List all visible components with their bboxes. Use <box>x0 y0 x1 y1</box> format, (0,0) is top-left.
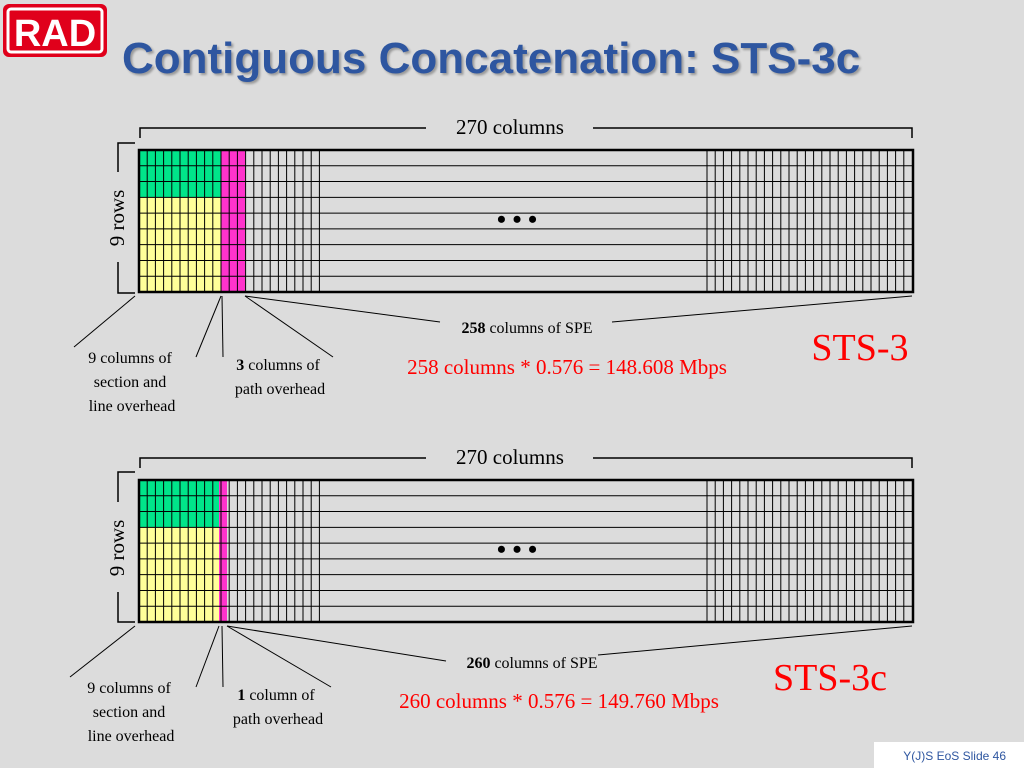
frame-name: STS-3 <box>811 327 908 369</box>
logo-text: RAD <box>14 13 96 55</box>
frame-grid <box>139 480 913 622</box>
rows-label: 9 rows <box>105 520 129 577</box>
path-overhead-label: 3 columns of path overhead <box>235 357 325 398</box>
frame-name: STS-3c <box>773 657 887 699</box>
path-overhead-block <box>221 150 245 292</box>
frame-grid <box>139 150 913 292</box>
path-overhead-block <box>219 480 227 622</box>
slide-footer: Y(J)S EoS Slide 46 <box>903 749 1006 763</box>
section-overhead-label: 9 columns of section and line overhead <box>88 350 176 415</box>
row-brace <box>117 142 135 294</box>
footer-bar: Y(J)S EoS Slide 46 <box>874 742 1024 768</box>
pointer-lines <box>73 295 913 358</box>
sts3c-panel: 270 columns 9 rows • • • 9 columns of se… <box>69 445 915 745</box>
frame-border <box>137 478 915 624</box>
path-overhead-label: 1 column of path overhead <box>233 687 323 728</box>
column-brace <box>139 457 913 468</box>
ellipsis-dots: • • • <box>497 535 537 564</box>
column-brace <box>139 127 913 138</box>
rate-formula: 260 columns * 0.576 = 149.760 Mbps <box>399 689 719 713</box>
pointer-lines <box>69 625 913 688</box>
columns-label: 270 columns <box>456 115 564 139</box>
rate-formula: 258 columns * 0.576 = 148.608 Mbps <box>407 355 727 379</box>
rows-label: 9 rows <box>105 190 129 247</box>
spe-label: 258 columns of SPE <box>461 320 592 337</box>
rad-logo: RAD <box>3 4 107 57</box>
section-overhead-label: 9 columns of section and line overhead <box>87 680 175 745</box>
row-brace <box>117 471 135 623</box>
sts3-panel: 270 columns 9 rows • • • 9 columns of se… <box>73 115 915 415</box>
frame-border <box>137 148 915 294</box>
ellipsis-dots: • • • <box>497 205 537 234</box>
page-title: Contiguous Concatenation: STS-3c <box>122 34 861 83</box>
columns-label: 270 columns <box>456 445 564 469</box>
spe-label: 260 columns of SPE <box>466 655 597 672</box>
transport-overhead-top <box>139 480 219 527</box>
